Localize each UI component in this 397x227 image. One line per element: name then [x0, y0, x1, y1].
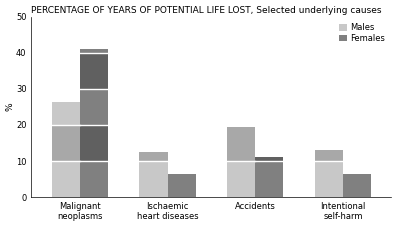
Bar [227, 161, 255, 197]
Bar [227, 127, 255, 161]
Bar [80, 89, 108, 125]
Bar [80, 161, 108, 197]
Bar [255, 161, 283, 197]
Text: PERCENTAGE OF YEARS OF POTENTIAL LIFE LOST, Selected underlying causes: PERCENTAGE OF YEARS OF POTENTIAL LIFE LO… [31, 5, 382, 15]
Bar [315, 161, 343, 197]
Bar [168, 174, 196, 197]
Bar [80, 125, 108, 161]
Bar [139, 152, 168, 161]
Bar [80, 53, 108, 89]
Bar [315, 150, 343, 161]
Bar [52, 125, 80, 161]
Bar [139, 161, 168, 197]
Bar [343, 174, 371, 197]
Bar [255, 158, 283, 161]
Legend: Males, Females: Males, Females [337, 21, 387, 46]
Bar [52, 101, 80, 125]
Bar [52, 161, 80, 197]
Y-axis label: %: % [6, 103, 15, 111]
Bar [80, 49, 108, 53]
